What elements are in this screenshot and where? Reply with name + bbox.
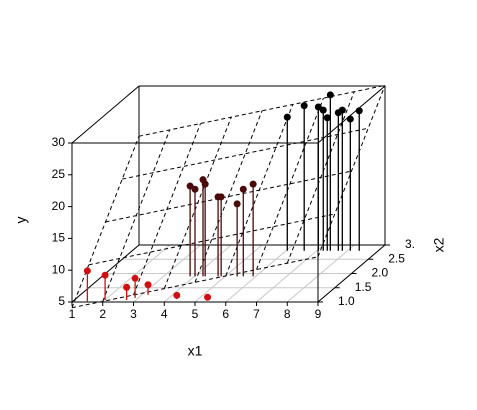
y-tick-label: 20 [52, 199, 66, 213]
point [123, 283, 131, 291]
marks-layer [83, 91, 363, 302]
point [101, 271, 109, 279]
point [326, 91, 334, 99]
point [204, 293, 212, 301]
x2-tick-label: 1.5 [355, 280, 372, 294]
x2-axis-title: x2 [431, 237, 447, 252]
plane-line [256, 97, 324, 270]
x-tick-label: 5 [192, 307, 199, 321]
point [300, 102, 308, 110]
x-axis-title: x1 [188, 343, 203, 359]
x2-tick-label: 3. [405, 237, 415, 251]
plane-line [71, 136, 140, 308]
plane-layer [71, 84, 386, 309]
x-tick-label: 7 [253, 307, 260, 321]
x-tick-label: 3 [130, 307, 137, 321]
point [217, 193, 225, 201]
box-layer: 1 2 3 4 5 6 7 8 9 5 10 15 20 25 30 1.01.52.02.53. [52, 85, 415, 321]
point [346, 115, 354, 123]
x-tick-label: 8 [284, 307, 291, 321]
point [319, 106, 327, 114]
point [131, 274, 139, 282]
point [249, 180, 257, 188]
point [233, 200, 241, 208]
point [201, 180, 209, 188]
x2-tick-label: 2.0 [372, 266, 389, 280]
point [239, 185, 247, 193]
box-edge [71, 85, 140, 144]
y-tick-label: 15 [52, 231, 66, 245]
point [144, 281, 152, 289]
plane-line [133, 123, 201, 296]
point [355, 107, 363, 115]
plane-line [194, 110, 263, 283]
x-tick-label: 1 [69, 307, 76, 321]
y-tick-label: 30 [52, 135, 66, 149]
point [338, 106, 346, 114]
x2-tick-label: 1.0 [338, 294, 355, 308]
point [173, 291, 181, 299]
plane-line [317, 85, 386, 258]
point [323, 114, 331, 122]
point [83, 267, 91, 275]
x-tick-label: 4 [161, 307, 168, 321]
y-tick-label: 25 [52, 167, 66, 181]
x2-tick-label: 2.5 [388, 251, 405, 265]
point [191, 185, 199, 193]
x-tick-label: 9 [315, 307, 322, 321]
x-tick-label: 2 [99, 307, 106, 321]
point [283, 113, 291, 121]
y-axis-title: y [13, 217, 29, 224]
box-edge [317, 85, 386, 144]
y-tick-label: 5 [58, 294, 65, 308]
x-tick-label: 6 [222, 307, 229, 321]
y-tick-label: 10 [52, 262, 66, 276]
